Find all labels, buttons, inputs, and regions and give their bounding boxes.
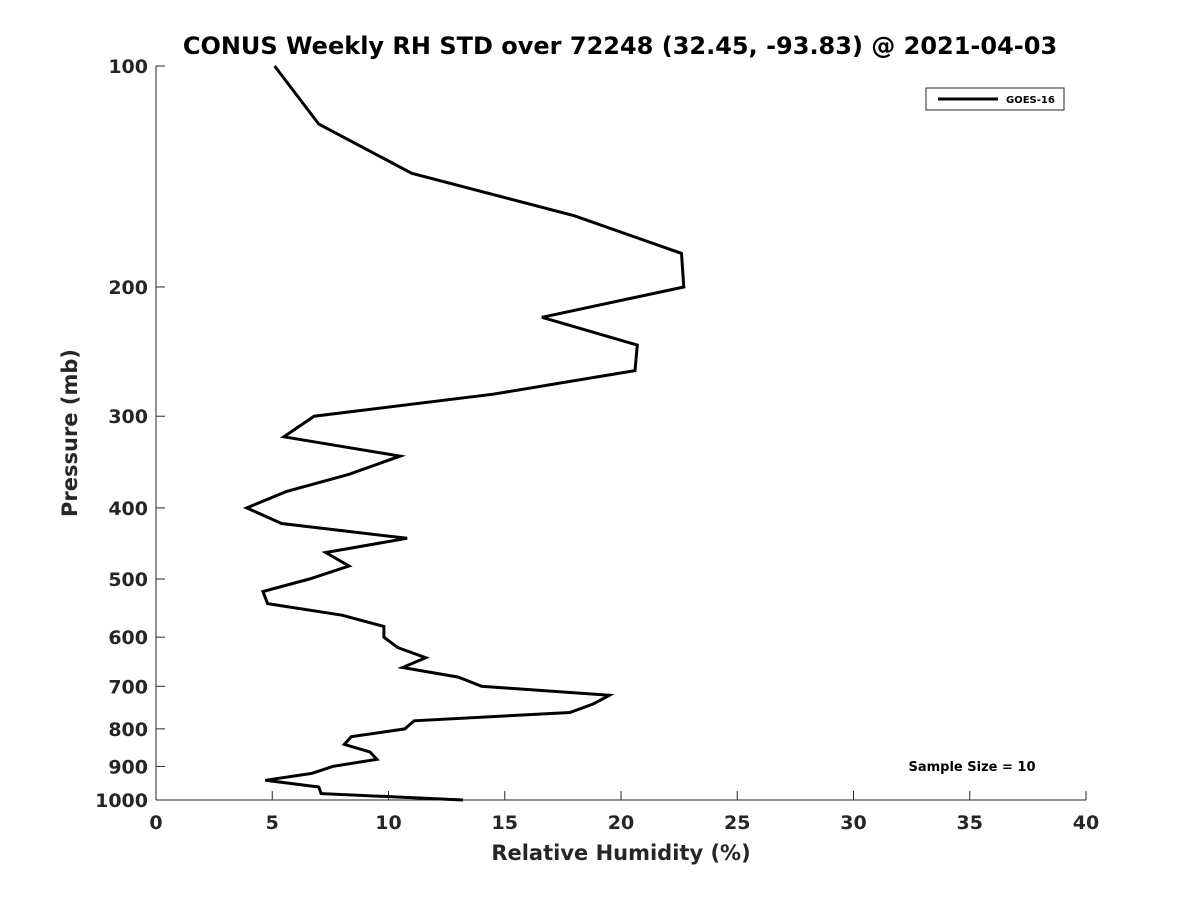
y-tick-label: 300 [108, 406, 148, 428]
x-tick-label: 30 [840, 812, 866, 834]
x-tick-label: 20 [608, 812, 634, 834]
y-axis-label: Pressure (mb) [58, 349, 82, 517]
y-tick-label: 600 [108, 627, 148, 649]
y-tick-label: 900 [108, 756, 148, 778]
x-tick-label: 5 [266, 812, 279, 834]
sample-size-annotation: Sample Size = 10 [908, 760, 1035, 775]
y-tick-label: 500 [108, 569, 148, 591]
x-tick-label: 10 [375, 812, 401, 834]
x-axis-label: Relative Humidity (%) [491, 841, 750, 865]
x-tick-label: 15 [492, 812, 518, 834]
y-tick-label: 100 [108, 56, 148, 78]
legend: GOES-16 [925, 87, 1065, 111]
x-axis-ticks: 0 5 10 15 20 25 30 35 40 [149, 791, 1099, 834]
y-tick-label: 200 [108, 277, 148, 299]
y-tick-label: 800 [108, 719, 148, 741]
x-tick-label: 0 [149, 812, 162, 834]
series-line-goes-16 [242, 65, 686, 802]
x-tick-label: 35 [957, 812, 983, 834]
series-layer [242, 65, 686, 802]
y-tick-label: 1000 [95, 790, 148, 812]
x-tick-label: 25 [724, 812, 750, 834]
plot-area [155, 66, 1086, 801]
y-axis-ticks: 100 200 300 400 500 600 700 800 900 1000 [95, 56, 165, 812]
legend-entry-goes-16: GOES-16 [1006, 95, 1055, 106]
chart-title: CONUS Weekly RH STD over 72248 (32.45, -… [183, 32, 1057, 60]
x-tick-label: 40 [1073, 812, 1099, 834]
y-tick-label: 700 [108, 676, 148, 698]
y-tick-label: 400 [108, 498, 148, 520]
